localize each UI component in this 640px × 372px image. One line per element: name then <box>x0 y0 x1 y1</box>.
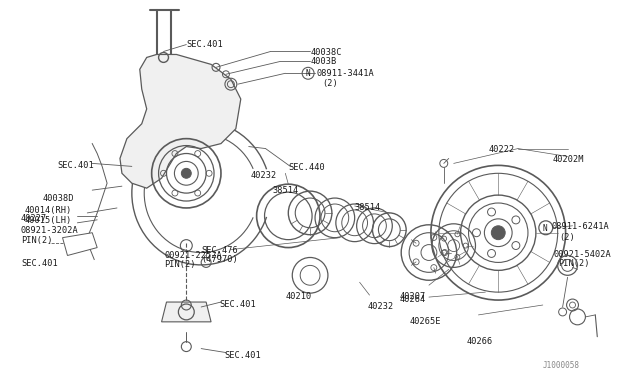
Polygon shape <box>63 233 97 256</box>
Text: (47970): (47970) <box>201 256 238 264</box>
Text: SEC.401: SEC.401 <box>21 259 58 269</box>
Text: PIN(2): PIN(2) <box>164 260 196 269</box>
Text: N: N <box>543 224 547 233</box>
Text: 40014(RH): 40014(RH) <box>25 206 72 215</box>
Text: 4003B: 4003B <box>310 57 337 67</box>
Text: N: N <box>305 69 310 78</box>
Text: 40232: 40232 <box>367 302 394 311</box>
Circle shape <box>492 226 505 240</box>
Text: 38514: 38514 <box>273 186 299 195</box>
Polygon shape <box>120 54 241 188</box>
Text: 08921-3202A: 08921-3202A <box>21 226 79 235</box>
Text: 40015(LH): 40015(LH) <box>25 216 72 225</box>
Text: 40210: 40210 <box>285 292 312 301</box>
Text: PIN(2): PIN(2) <box>557 259 589 269</box>
Text: 40038D: 40038D <box>43 194 74 203</box>
Polygon shape <box>161 302 211 322</box>
Text: 08911-3441A: 08911-3441A <box>316 69 374 78</box>
Text: 40038C: 40038C <box>310 48 342 57</box>
Text: 40207: 40207 <box>399 292 426 301</box>
Text: 40264: 40264 <box>399 295 426 304</box>
Text: 40222: 40222 <box>488 145 515 154</box>
Text: (2): (2) <box>322 79 338 88</box>
Text: SEC.401: SEC.401 <box>58 161 94 170</box>
Text: SEC.476: SEC.476 <box>201 246 238 254</box>
Text: SEC.401: SEC.401 <box>224 350 260 360</box>
Circle shape <box>181 169 191 178</box>
Text: 40232: 40232 <box>251 171 277 180</box>
Text: 40266: 40266 <box>467 337 493 346</box>
Text: 08911-6241A: 08911-6241A <box>552 222 609 231</box>
Text: PIN(2): PIN(2) <box>21 236 52 245</box>
Text: 40202M: 40202M <box>553 155 584 164</box>
Text: 00921-2252A: 00921-2252A <box>164 251 222 260</box>
Text: J1000058: J1000058 <box>543 362 580 371</box>
Text: 40227: 40227 <box>21 214 47 223</box>
Text: 00921-5402A: 00921-5402A <box>554 250 611 259</box>
Text: SEC.401: SEC.401 <box>186 39 223 49</box>
Text: 38514: 38514 <box>355 203 381 212</box>
Text: SEC.401: SEC.401 <box>219 300 256 309</box>
Text: 40265E: 40265E <box>409 317 440 326</box>
Text: SEC.440: SEC.440 <box>288 163 325 172</box>
Text: (2): (2) <box>559 233 575 242</box>
